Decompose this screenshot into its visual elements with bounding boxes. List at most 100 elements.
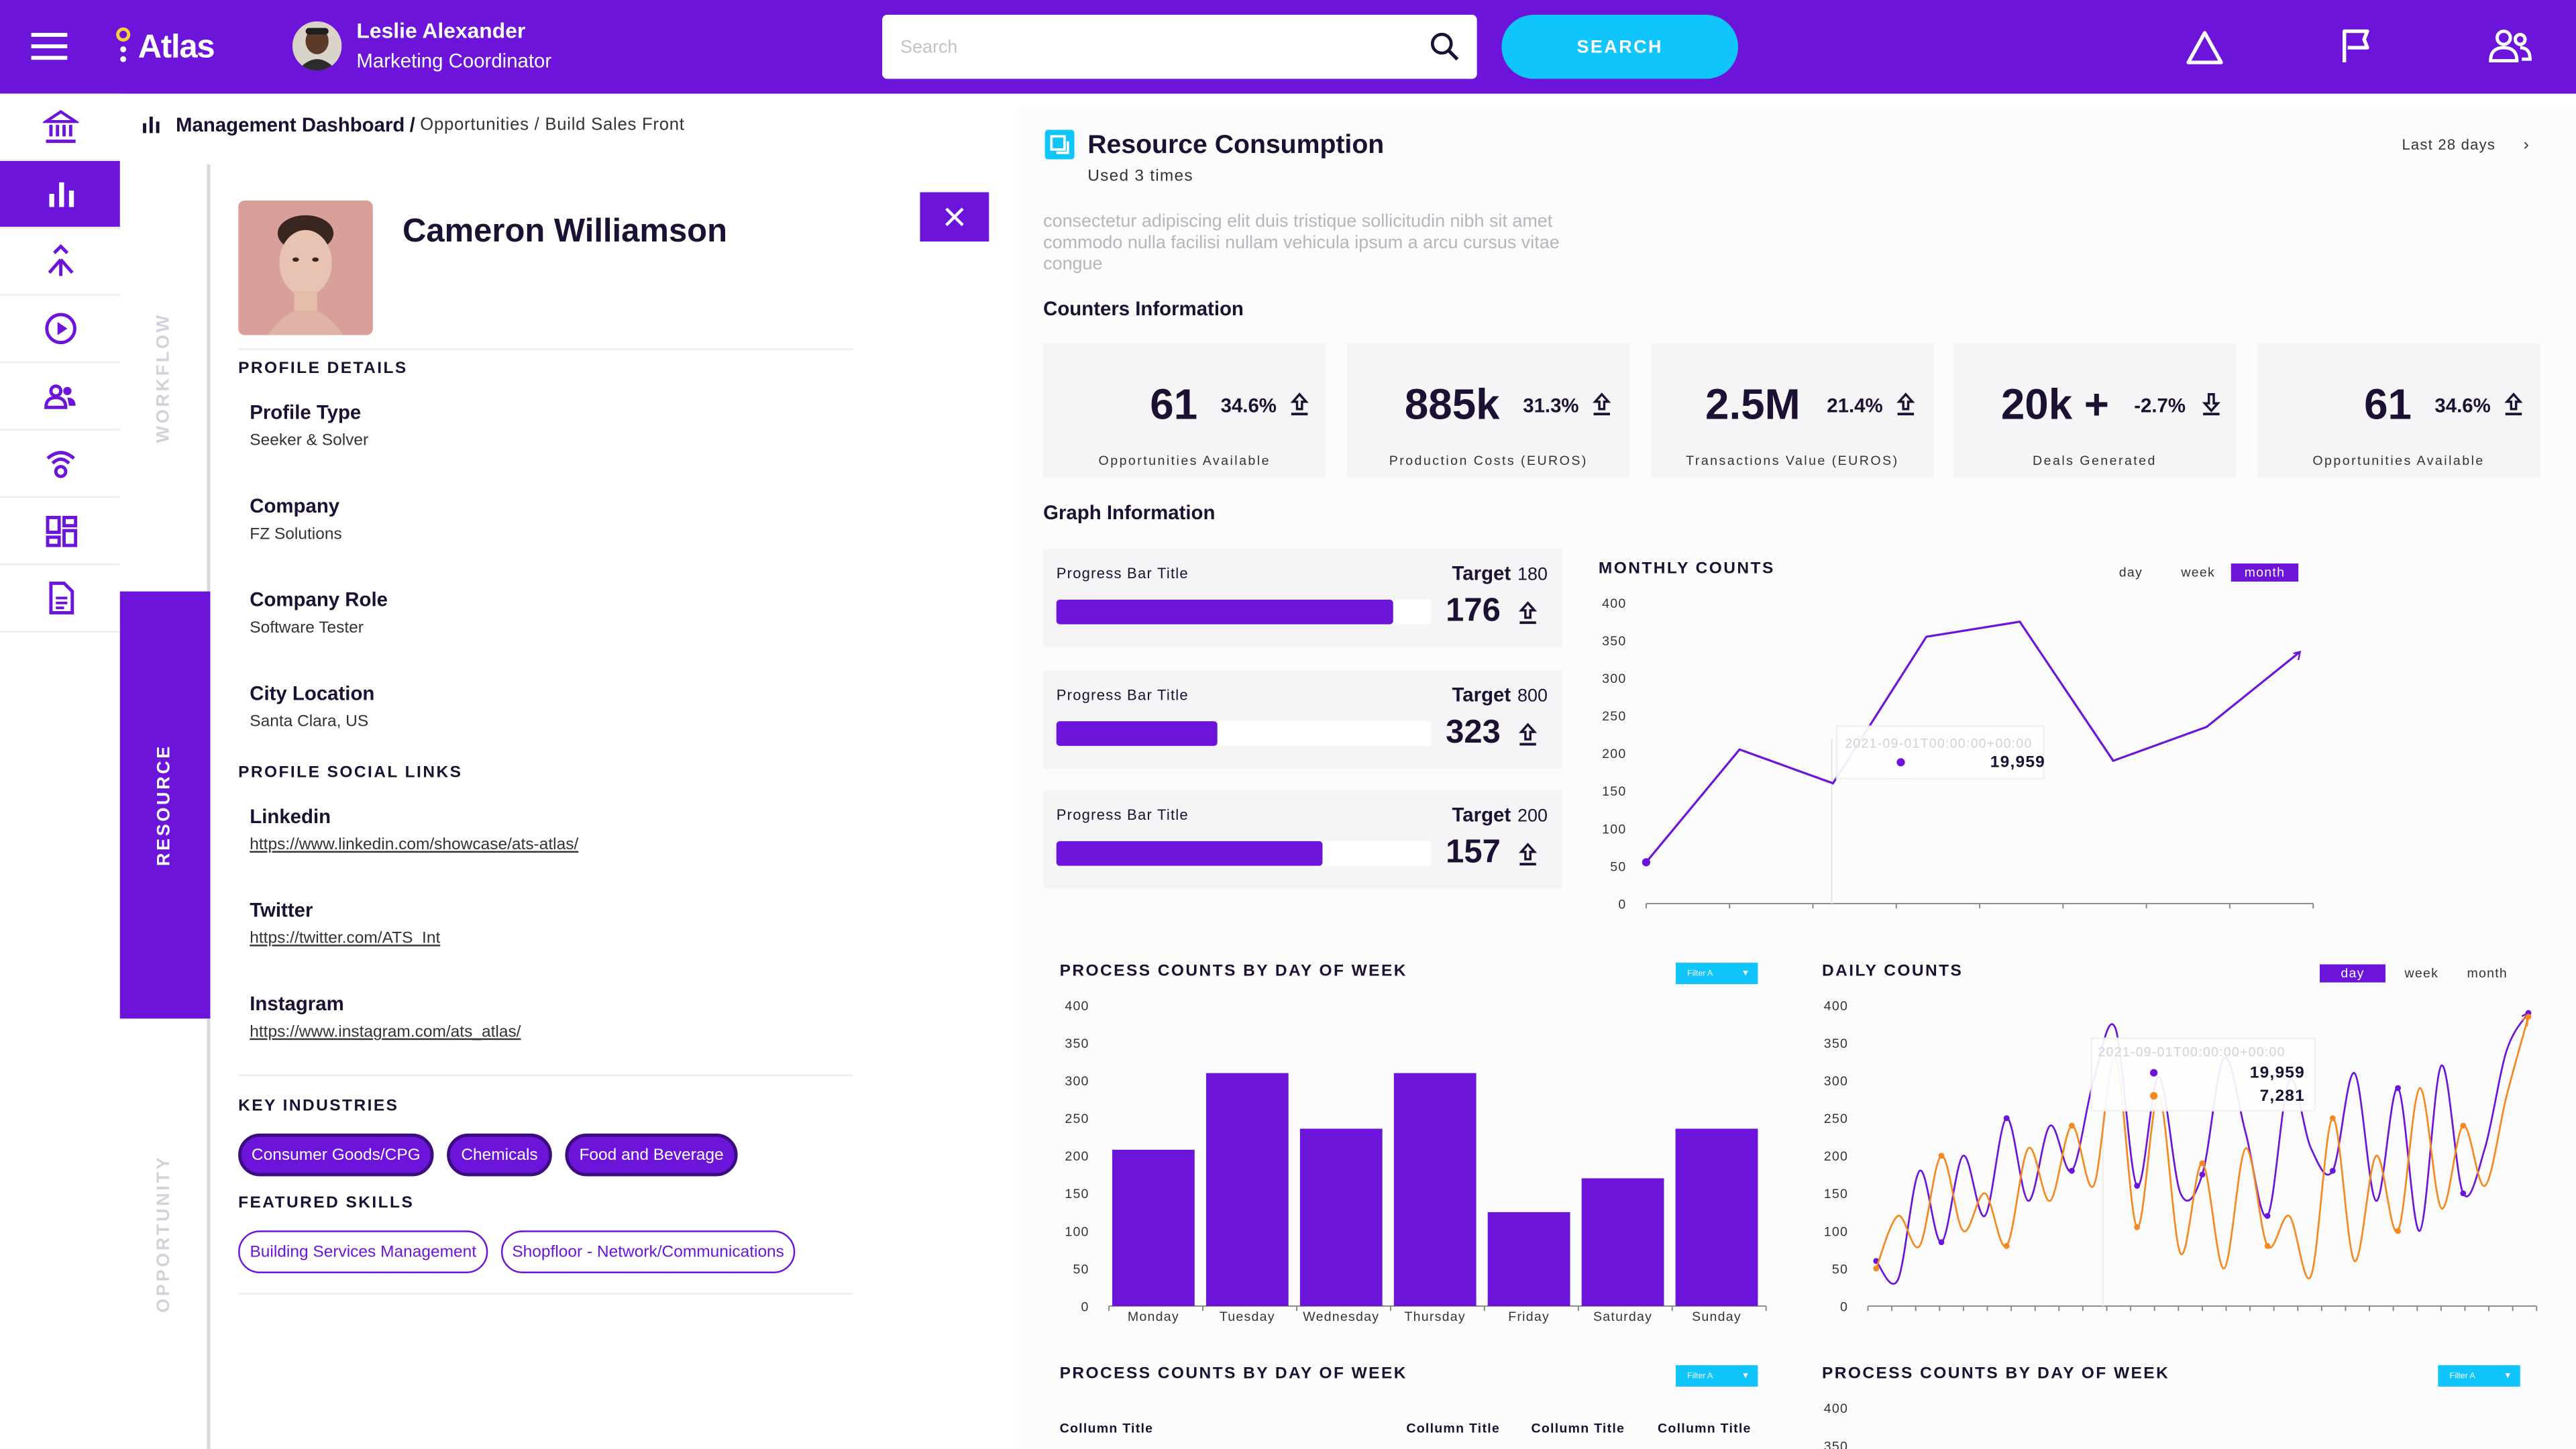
period-selector[interactable]: Last 28 days bbox=[2402, 136, 2496, 153]
social-link-linkedin[interactable]: https://www.linkedin.com/showcase/ats-at… bbox=[250, 836, 579, 855]
bar[interactable] bbox=[1112, 1149, 1195, 1306]
chevron-right-icon[interactable]: › bbox=[2523, 136, 2529, 155]
industry-chip[interactable]: Consumer Goods/CPG bbox=[238, 1133, 434, 1177]
progress-fill bbox=[1056, 599, 1394, 625]
app-logo[interactable]: Atlas bbox=[115, 25, 215, 71]
table-column-title[interactable]: Collumn Title bbox=[1658, 1421, 1752, 1436]
filter-dropdown[interactable]: Filter A ▾ bbox=[1675, 1365, 1758, 1387]
bar[interactable] bbox=[1675, 1128, 1758, 1306]
profile-photo-image bbox=[238, 200, 373, 335]
data-point[interactable] bbox=[2264, 1242, 2271, 1249]
resource-subtitle: Used 3 times bbox=[1087, 167, 1193, 186]
arrow-up-icon bbox=[1896, 392, 1915, 416]
filter-dropdown[interactable]: Filter A ▾ bbox=[2438, 1365, 2520, 1387]
data-point[interactable] bbox=[1873, 1265, 1880, 1272]
field-label-profile-type: Profile Type bbox=[250, 400, 362, 424]
nav-item-document[interactable] bbox=[0, 565, 120, 633]
search-button[interactable]: SEARCH bbox=[1501, 15, 1739, 79]
data-point[interactable] bbox=[2329, 1115, 2336, 1122]
search-box bbox=[882, 15, 1477, 79]
chart-title: PROCESS COUNTS BY DAY OF WEEK bbox=[1059, 963, 1407, 981]
breadcrumb-title[interactable]: Management Dashboard bbox=[176, 113, 405, 137]
nav-item-merge[interactable] bbox=[0, 228, 120, 296]
data-point[interactable] bbox=[2069, 1167, 2075, 1174]
skill-chip[interactable]: Building Services Management bbox=[238, 1230, 488, 1273]
user-name: Leslie Alexander bbox=[356, 17, 526, 43]
data-point[interactable] bbox=[2395, 1085, 2401, 1091]
tab-workflow[interactable]: WORKFLOW bbox=[120, 164, 211, 592]
play-circle-icon bbox=[44, 313, 76, 345]
divider bbox=[238, 1074, 853, 1077]
data-point[interactable] bbox=[2199, 1171, 2206, 1178]
nav-item-signal[interactable] bbox=[0, 431, 120, 498]
progress-track bbox=[1056, 599, 1432, 625]
industry-chip[interactable]: Chemicals bbox=[447, 1133, 552, 1177]
counter-caption: Transactions Value (EUROS) bbox=[1686, 453, 1899, 468]
industry-chip[interactable]: Food and Beverage bbox=[565, 1133, 738, 1177]
warning-triangle-icon[interactable] bbox=[2185, 28, 2224, 68]
nav-item-dashboard[interactable] bbox=[0, 161, 120, 229]
y-tick-label: 100 bbox=[1602, 822, 1626, 837]
chart-title: PROCESS COUNTS BY DAY OF WEEK bbox=[1059, 1365, 1407, 1384]
data-point[interactable] bbox=[2460, 1122, 2467, 1129]
social-link-twitter[interactable]: https://twitter.com/ATS_Int bbox=[250, 930, 441, 949]
tab-resource[interactable]: RESOURCE bbox=[119, 591, 211, 1019]
nav-item-grid[interactable] bbox=[0, 498, 120, 566]
filter-dropdown[interactable]: Filter A ▾ bbox=[1675, 963, 1758, 984]
users-icon[interactable] bbox=[2487, 26, 2534, 66]
counter-card: 2.5M 21.4% Transactions Value (EUROS) bbox=[1651, 343, 1934, 478]
counter-percent: 21.4% bbox=[1827, 394, 1883, 418]
social-label-instagram: Instagram bbox=[250, 992, 344, 1016]
dashboard-grid-icon bbox=[45, 515, 76, 547]
data-point[interactable] bbox=[1642, 858, 1651, 867]
table-column-title[interactable]: Collumn Title bbox=[1406, 1421, 1501, 1436]
menu-icon[interactable] bbox=[31, 32, 68, 61]
data-point[interactable] bbox=[1938, 1152, 1945, 1159]
data-point[interactable] bbox=[2134, 1224, 2141, 1230]
table-column-title[interactable]: Collumn Title bbox=[1531, 1421, 1625, 1436]
data-point[interactable] bbox=[2003, 1115, 2010, 1122]
counter-value: 20k + bbox=[2000, 379, 2110, 429]
y-tick-label: 250 bbox=[1602, 709, 1626, 724]
tooltip-box bbox=[2090, 1037, 2316, 1112]
data-point[interactable] bbox=[2134, 1183, 2141, 1189]
data-point[interactable] bbox=[2395, 1228, 2401, 1234]
skill-chip[interactable]: Shopfloor - Network/Communications bbox=[500, 1230, 796, 1273]
data-point[interactable] bbox=[2003, 1242, 2010, 1249]
data-point[interactable] bbox=[2264, 1213, 2271, 1219]
bar[interactable] bbox=[1205, 1073, 1289, 1306]
social-link-instagram[interactable]: https://www.instagram.com/ats_atlas/ bbox=[250, 1023, 521, 1042]
toggle-week[interactable]: week bbox=[2404, 966, 2439, 981]
nav-item-people[interactable] bbox=[0, 363, 120, 431]
y-tick-label: 250 bbox=[1824, 1112, 1848, 1126]
close-icon bbox=[945, 207, 964, 227]
search-input[interactable] bbox=[882, 15, 1425, 79]
toggle-day[interactable]: day bbox=[2118, 565, 2143, 580]
toggle-month[interactable]: month bbox=[2231, 564, 2299, 582]
data-point[interactable] bbox=[2329, 1167, 2336, 1174]
x-tick-label: Tuesday bbox=[1220, 1309, 1275, 1324]
data-point[interactable] bbox=[2199, 1160, 2206, 1167]
flag-icon[interactable] bbox=[2338, 26, 2377, 66]
nav-item-play[interactable] bbox=[0, 296, 120, 364]
toggle-month[interactable]: month bbox=[2467, 966, 2508, 981]
bar[interactable] bbox=[1299, 1128, 1383, 1306]
y-tick-label: 400 bbox=[1824, 999, 1848, 1014]
data-point[interactable] bbox=[2460, 1190, 2467, 1197]
tab-opportunity[interactable]: OPPORTUNITY bbox=[120, 1018, 211, 1449]
nav-item-bank[interactable] bbox=[0, 94, 120, 162]
data-point[interactable] bbox=[1938, 1239, 1945, 1246]
bar[interactable] bbox=[1487, 1212, 1570, 1306]
caret-down-icon: ▾ bbox=[1743, 969, 1748, 979]
toggle-day[interactable]: day bbox=[2319, 964, 2385, 983]
toggle-week[interactable]: week bbox=[2181, 565, 2216, 580]
bar[interactable] bbox=[1393, 1073, 1477, 1306]
table-column-title[interactable]: Collumn Title bbox=[1059, 1421, 1154, 1436]
search-icon[interactable] bbox=[1430, 32, 1461, 63]
tooltip-date: 2021-09-01T00:00:00+00:00 bbox=[1845, 736, 2032, 751]
user-avatar[interactable] bbox=[292, 21, 342, 71]
bar[interactable] bbox=[1581, 1178, 1664, 1306]
close-button[interactable] bbox=[920, 192, 989, 242]
data-point[interactable] bbox=[2069, 1122, 2075, 1129]
breadcrumb-path[interactable]: Opportunities / Build Sales Front bbox=[420, 115, 685, 135]
